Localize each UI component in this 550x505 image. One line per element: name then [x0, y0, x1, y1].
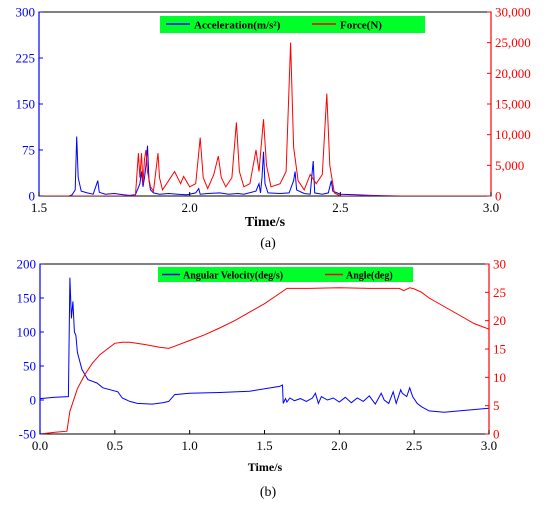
x-axis-label-a: Time/s: [245, 215, 286, 230]
right-tick-label: 0: [495, 189, 502, 204]
series-acceleration-line: [39, 136, 491, 196]
left-tick-label: 200: [17, 257, 37, 272]
x-tick-label: 2.0: [182, 200, 198, 215]
right-tick-label: 5,000: [495, 158, 524, 173]
x-tick-label: 0.0: [32, 438, 48, 453]
left-axis-a: 0 75 150 225 300: [16, 5, 43, 204]
legend-angle-label: Angle(deg): [346, 271, 393, 282]
legend-force-label: Force(N): [340, 20, 382, 32]
x-tick-label: 1.5: [256, 438, 272, 453]
legend-background-a: [160, 16, 425, 33]
series-force-line: [39, 42, 491, 196]
right-tick-label: 10: [493, 370, 506, 385]
series-angle-line: [40, 287, 489, 434]
left-tick-label: 150: [17, 291, 37, 306]
x-tick-label: 1.5: [31, 200, 47, 215]
x-tick-label: 2.5: [406, 438, 422, 453]
left-tick-label: 150: [16, 97, 36, 112]
legend-b: Angular Velocity(deg/s) Angle(deg): [158, 267, 413, 282]
caption-b: (b): [260, 485, 277, 500]
right-tick-label: 25,000: [495, 35, 531, 50]
right-tick-label: 25: [493, 285, 506, 300]
legend-background-b: [158, 267, 413, 282]
right-tick-label: 30,000: [495, 5, 531, 20]
left-tick-label: 300: [16, 5, 36, 20]
x-tick-label: 2.5: [332, 200, 348, 215]
right-tick-label: 15,000: [495, 97, 531, 112]
left-tick-label: 0: [29, 189, 36, 204]
legend-a: Acceleration(m/s²) Force(N): [160, 16, 425, 33]
right-tick-label: 15: [493, 342, 506, 357]
chart-b: -50 0 50 100 150 200 0 5 10 15 20 25 30 0.0 0.5 1.0 1.…: [17, 257, 507, 501]
caption-a: (a): [260, 236, 276, 251]
right-tick-label: 5: [493, 398, 500, 413]
series-angular-velocity-line: [40, 277, 489, 413]
x-tick-label: 3.0: [481, 438, 497, 453]
x-axis-b: 0.0 0.5 1.0 1.5 2.0 2.5 3.0: [32, 430, 497, 453]
left-tick-label: 225: [16, 51, 36, 66]
right-axis-b: 0 5 10 15 20 25 30: [485, 257, 506, 442]
x-axis-label-b: Time/s: [248, 460, 283, 474]
left-tick-label: 75: [22, 143, 35, 158]
legend-acceleration-label: Acceleration(m/s²): [194, 20, 281, 32]
left-tick-label: 50: [23, 359, 36, 374]
x-tick-label: 2.0: [331, 438, 347, 453]
x-axis-a: 1.5 2.0 2.5 3.0: [31, 192, 499, 215]
x-tick-label: 0.5: [107, 438, 123, 453]
chart-a: 0 75 150 225 300 0 5,000 10,000 15,000 20,000 25,…: [16, 5, 531, 252]
x-tick-label: 3.0: [483, 200, 499, 215]
right-tick-label: 0: [493, 427, 500, 442]
legend-angular-velocity-label: Angular Velocity(deg/s): [183, 271, 283, 282]
left-axis-b: -50 0 50 100 150 200: [17, 257, 44, 442]
left-tick-label: -50: [19, 427, 36, 442]
right-tick-label: 10,000: [495, 127, 531, 142]
plot-frame-a: [38, 11, 492, 197]
left-tick-label: 0: [30, 393, 37, 408]
right-axis-a: 0 5,000 10,000 15,000 20,000 25,000 30,000: [487, 5, 531, 204]
right-tick-label: 20: [493, 313, 506, 328]
right-tick-label: 30: [493, 257, 506, 272]
x-tick-label: 1.0: [182, 438, 198, 453]
right-tick-label: 20,000: [495, 66, 531, 81]
left-tick-label: 100: [17, 325, 37, 340]
